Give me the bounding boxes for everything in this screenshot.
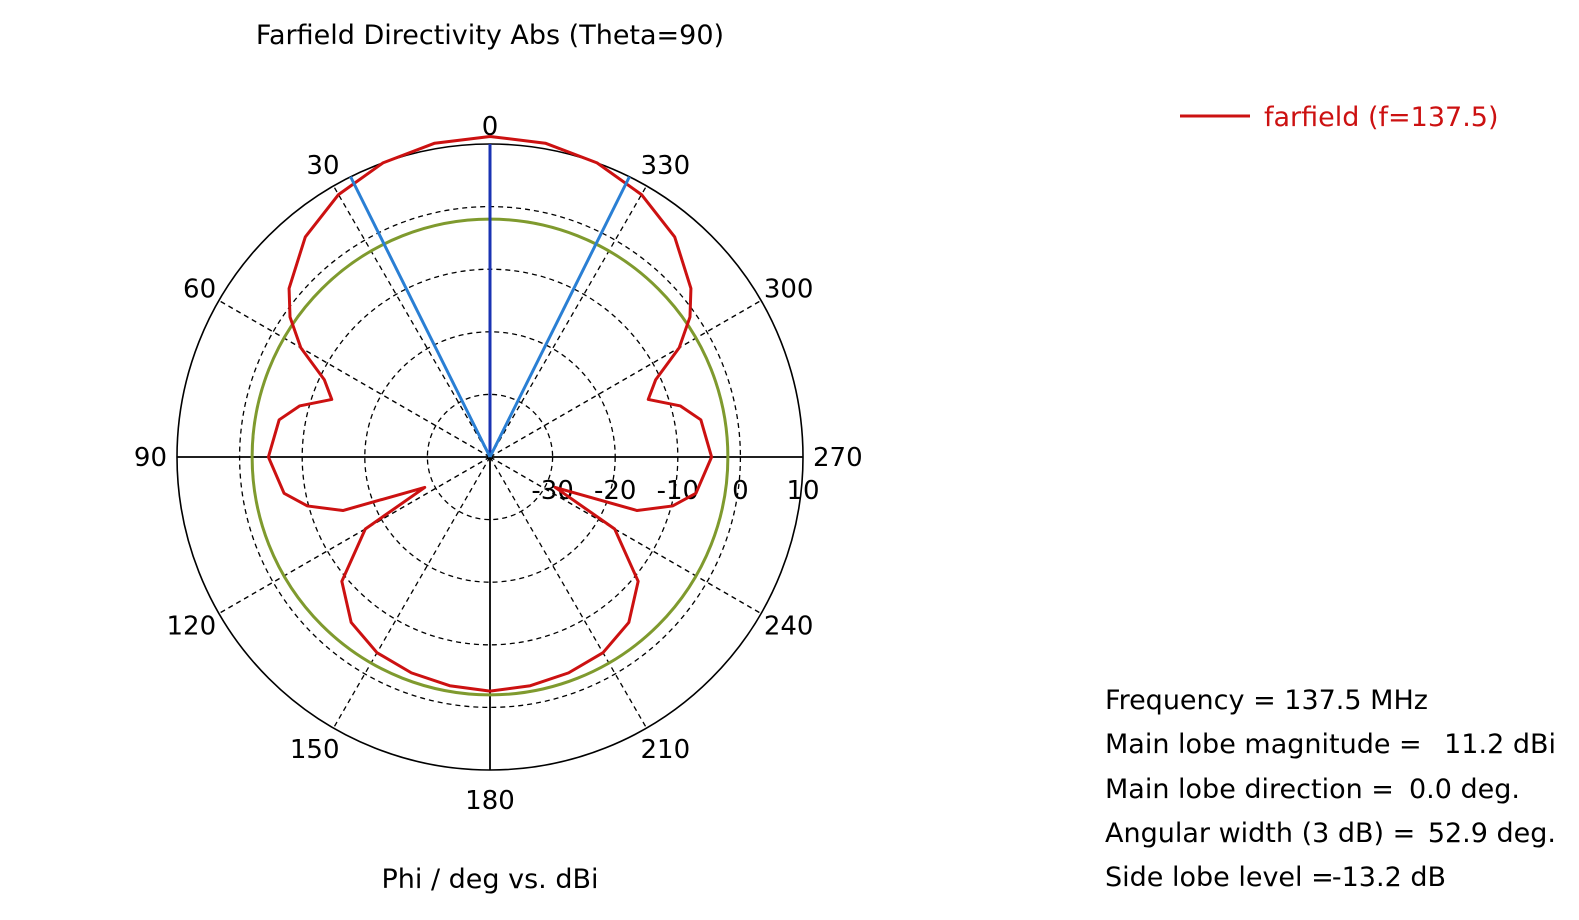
marker-layer (349, 144, 631, 458)
grid-spoke-330 (489, 185, 648, 458)
angle-label-210: 210 (641, 735, 691, 765)
angle-label-180: 180 (465, 786, 515, 816)
angle-label-150: 150 (290, 735, 340, 765)
grid-spoke-240 (489, 456, 762, 615)
info-panel: Frequency = 137.5 MHz Main lobe magnitud… (1105, 685, 1556, 893)
angle-label-330: 330 (641, 151, 691, 181)
legend: farfield (f=137.5) (1180, 102, 1498, 133)
info-angular-width-label: Angular width (3 dB) = (1105, 818, 1415, 849)
series-line-0 (266, 134, 714, 693)
legend-entry: farfield (f=137.5) (1264, 102, 1498, 133)
info-main-lobe-magnitude-value: 11.2 dBi (1444, 729, 1556, 760)
grid-spoke-210 (489, 456, 648, 729)
angle-label-90: 90 (134, 443, 167, 473)
angle-label-120: 120 (167, 612, 217, 642)
series-layer (266, 134, 714, 693)
angle-tick-labels: 0 30 60 90 120 150 180 210 240 270 300 330 (134, 112, 863, 816)
chart-title: Farfield Directivity Abs (Theta=90) (256, 20, 724, 51)
axis-label: Phi / deg vs. dBi (381, 864, 598, 895)
radial-label--10: -10 (657, 476, 699, 506)
angle-label-300: 300 (764, 275, 814, 305)
angle-label-0: 0 (482, 112, 499, 142)
angle-label-60: 60 (183, 275, 216, 305)
grid-spoke-120 (218, 456, 491, 615)
grid-spoke-150 (332, 456, 491, 729)
info-main-lobe-direction-value: 0.0 deg. (1409, 774, 1520, 805)
radial-label-10: 10 (786, 476, 819, 506)
angle-label-270: 270 (813, 443, 863, 473)
angle-label-30: 30 (306, 151, 339, 181)
angle-label-240: 240 (764, 612, 814, 642)
info-angular-width-value: 52.9 deg. (1428, 818, 1556, 849)
radial-label-0: 0 (732, 476, 749, 506)
grid-spoke-60 (218, 299, 491, 458)
grid-spoke-30 (332, 185, 491, 458)
info-side-lobe-level-label: Side lobe level = (1105, 862, 1334, 893)
grid-spoke-300 (489, 299, 762, 458)
info-main-lobe-magnitude-label: Main lobe magnitude = (1105, 729, 1422, 760)
info-side-lobe-level-value: -13.2 dB (1332, 862, 1446, 893)
3db-beamwidth-right-line (488, 176, 631, 458)
info-main-lobe-direction-label: Main lobe direction = (1105, 774, 1394, 805)
3db-beamwidth-left-line (349, 176, 492, 458)
info-frequency: Frequency = 137.5 MHz (1105, 685, 1428, 716)
